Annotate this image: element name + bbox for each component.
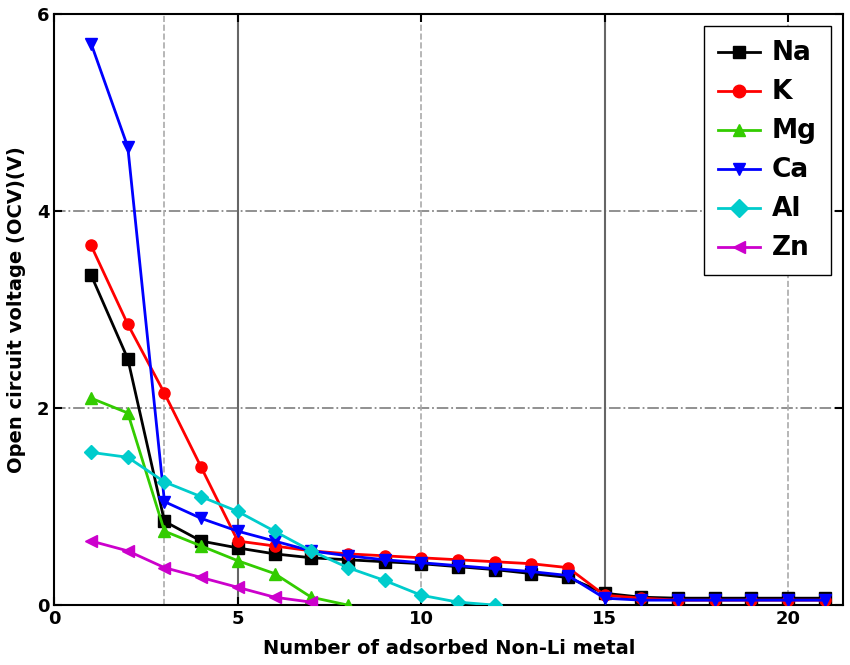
Mg (159, 527, 169, 535)
Al (490, 601, 500, 609)
Mg (269, 569, 280, 577)
Mg (86, 394, 96, 402)
Zn (122, 547, 133, 555)
K (159, 389, 169, 397)
Zn (86, 537, 96, 545)
Al (269, 527, 280, 535)
Na (746, 595, 756, 602)
Mg (233, 557, 243, 565)
Ca (490, 565, 500, 573)
Ca (196, 515, 207, 523)
K (86, 241, 96, 249)
K (819, 596, 830, 604)
Line: Mg: Mg (86, 392, 354, 610)
Legend: Na, K, Mg, Ca, Al, Zn: Na, K, Mg, Ca, Al, Zn (704, 26, 831, 275)
Na (526, 569, 536, 577)
Ca (269, 537, 280, 545)
Na (563, 573, 573, 581)
X-axis label: Number of adsorbed Non-Li metal: Number of adsorbed Non-Li metal (263, 639, 635, 658)
Ca (563, 571, 573, 579)
Ca (526, 568, 536, 576)
K (379, 552, 389, 560)
Al (233, 507, 243, 515)
Al (416, 591, 427, 599)
Zn (269, 593, 280, 601)
Zn (233, 583, 243, 591)
K (453, 556, 463, 564)
Mg (122, 409, 133, 417)
Ca (636, 596, 646, 604)
Na (783, 595, 793, 602)
Na (269, 550, 280, 558)
K (269, 542, 280, 550)
K (599, 591, 609, 599)
Na (343, 556, 353, 564)
Ca (783, 596, 793, 604)
K (746, 596, 756, 604)
Na (453, 563, 463, 571)
K (783, 596, 793, 604)
Na (379, 558, 389, 566)
Ca (343, 552, 353, 560)
Ca (416, 559, 427, 567)
K (490, 558, 500, 566)
Al (453, 598, 463, 606)
Al (122, 454, 133, 462)
Mg (196, 542, 207, 550)
Na (86, 271, 96, 279)
Na (636, 593, 646, 601)
Ca (673, 596, 683, 604)
K (710, 596, 720, 604)
Al (306, 547, 316, 555)
Na (122, 355, 133, 363)
Ca (453, 562, 463, 570)
K (416, 554, 427, 562)
K (563, 564, 573, 572)
Na (673, 595, 683, 602)
K (636, 595, 646, 602)
Na (233, 544, 243, 552)
Ca (159, 497, 169, 505)
Na (306, 554, 316, 562)
Y-axis label: Open circuit voltage (OCV)(V): Open circuit voltage (OCV)(V) (7, 146, 26, 473)
K (306, 547, 316, 555)
K (343, 550, 353, 558)
Mg (343, 601, 353, 609)
Na (599, 589, 609, 597)
Ca (819, 596, 830, 604)
Al (86, 448, 96, 456)
Na (819, 595, 830, 602)
Ca (599, 595, 609, 602)
Al (379, 577, 389, 585)
Line: Ca: Ca (85, 37, 831, 606)
Al (343, 564, 353, 572)
K (233, 537, 243, 545)
K (122, 321, 133, 329)
Na (416, 560, 427, 568)
Line: Na: Na (86, 269, 830, 604)
Ca (86, 39, 96, 47)
Na (710, 595, 720, 602)
Ca (233, 527, 243, 535)
Ca (746, 596, 756, 604)
Na (159, 517, 169, 525)
Na (490, 566, 500, 574)
Line: Zn: Zn (86, 535, 317, 608)
Ca (379, 556, 389, 564)
Ca (306, 547, 316, 555)
Line: Al: Al (86, 448, 500, 610)
Al (159, 478, 169, 486)
K (673, 596, 683, 604)
Mg (306, 593, 316, 601)
Zn (306, 598, 316, 606)
Al (196, 493, 207, 501)
Zn (196, 573, 207, 581)
Na (196, 537, 207, 545)
Line: K: K (86, 240, 830, 606)
Ca (710, 596, 720, 604)
Ca (122, 143, 133, 151)
Zn (159, 564, 169, 572)
K (526, 560, 536, 568)
K (196, 463, 207, 471)
